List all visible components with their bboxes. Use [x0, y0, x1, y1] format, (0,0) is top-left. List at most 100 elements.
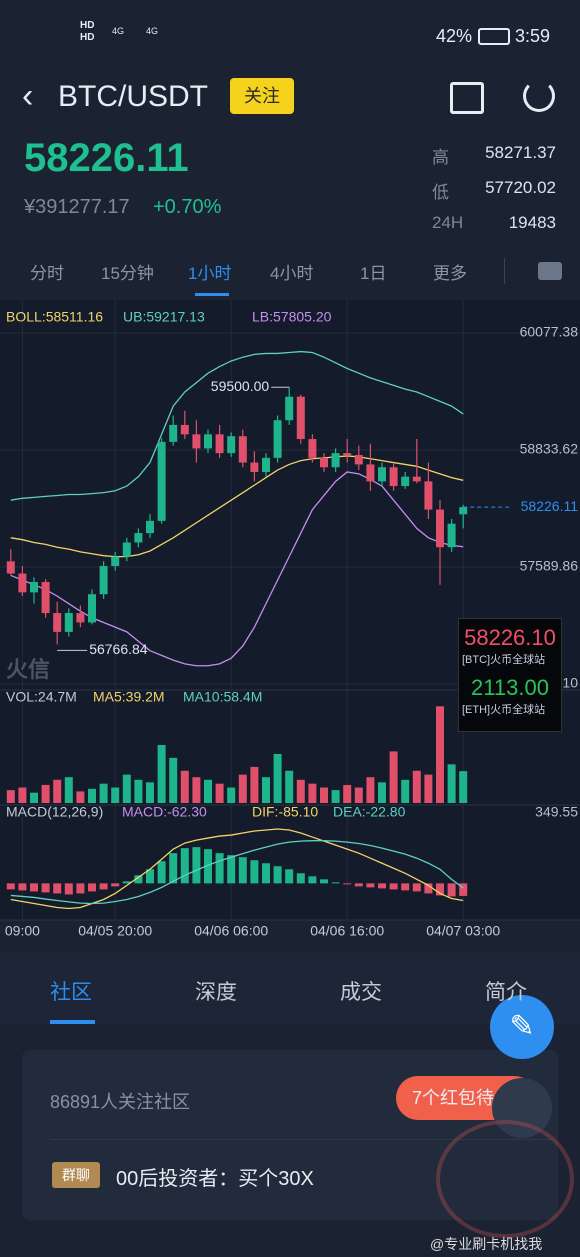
- macd-bar: [192, 847, 201, 884]
- macd-bar: [262, 863, 270, 884]
- candle-body: [354, 455, 363, 465]
- interval-tab[interactable]: 1小时: [188, 264, 232, 283]
- hd-icon: HD HD: [80, 20, 94, 44]
- macd-bar: [308, 876, 317, 884]
- section-tab[interactable]: 成交: [340, 981, 382, 1004]
- section-tab[interactable]: 深度: [195, 981, 237, 1004]
- battery-icon: [478, 28, 510, 45]
- boll-mid: [10, 455, 464, 558]
- macd-bar: [412, 883, 421, 892]
- section-tab[interactable]: 社区: [50, 981, 92, 1004]
- volume-bar: [354, 787, 363, 803]
- macd-bar: [354, 883, 363, 887]
- clock: 3:59: [515, 26, 551, 46]
- macd-bar: [180, 848, 189, 884]
- stat-value: 58271.37: [485, 143, 556, 162]
- macd-bar: [30, 883, 38, 892]
- divider: [504, 258, 505, 284]
- window-icon[interactable]: [450, 82, 484, 114]
- followers: 86891人关注社区: [50, 1092, 191, 1112]
- macd-bar: [401, 883, 410, 891]
- network: 4G: [146, 26, 159, 36]
- macd-bar: [238, 857, 247, 884]
- volume-bar: [18, 787, 27, 803]
- volume-bar: [204, 779, 212, 803]
- volume-bar: [378, 782, 386, 803]
- legend-text: LB:57805.20: [252, 309, 332, 325]
- refresh-icon[interactable]: [523, 80, 555, 112]
- candle-body: [122, 542, 131, 557]
- pair-title: BTC/USDT: [58, 80, 208, 113]
- legend-text: MACD(12,26,9): [6, 804, 103, 820]
- candle-body: [134, 533, 143, 543]
- interval-tab[interactable]: 4小时: [270, 264, 314, 283]
- candle-body: [366, 464, 375, 482]
- macd-bar: [424, 883, 433, 894]
- macd-bar: [273, 866, 282, 884]
- macd-bar: [436, 883, 444, 896]
- candle-body: [99, 566, 108, 595]
- volume-bar: [285, 770, 294, 803]
- settings-icon[interactable]: [538, 262, 562, 280]
- last-price-label: 58226.11: [521, 498, 579, 514]
- volume-bar: [308, 783, 317, 803]
- volume-bar: [320, 787, 328, 803]
- volume-bar: [459, 771, 468, 803]
- macd-bar: [18, 883, 27, 891]
- volume-bar: [30, 792, 38, 803]
- interval-tab[interactable]: 分时: [30, 264, 64, 283]
- candle-body: [6, 561, 15, 574]
- last-price: 58226.11: [24, 136, 189, 180]
- candle-body: [227, 436, 236, 454]
- volume-bar: [331, 790, 340, 803]
- volume-bar: [273, 754, 282, 803]
- stat-label: 高: [432, 148, 449, 167]
- candle-body: [192, 434, 201, 449]
- tab-underline: [50, 1020, 95, 1024]
- back-button[interactable]: ‹: [22, 77, 34, 115]
- follow-button[interactable]: 关注: [230, 78, 294, 114]
- candle-body: [262, 457, 270, 472]
- price-popup: 58226.10 [BTC]火币全球站 2113.00 [ETH]火币全球站: [458, 618, 562, 732]
- volume-bar: [99, 783, 108, 803]
- footer-watermark: @专业刷卡机找我: [430, 1236, 543, 1252]
- legend-text: BOLL:58511.16: [6, 309, 103, 325]
- x-tick-label: 04/06 16:00: [310, 923, 384, 939]
- candle-body: [320, 457, 328, 468]
- volume-bar: [169, 757, 178, 803]
- dea-line: [10, 840, 464, 905]
- candle-body: [436, 509, 444, 548]
- message: 00后投资者：买个30X: [116, 1168, 314, 1190]
- min-label: 56766.84: [89, 641, 148, 657]
- candle-body: [215, 434, 224, 454]
- candle-body: [250, 462, 259, 472]
- volume-bar: [343, 784, 352, 803]
- x-tick-label: 04/05 20:00: [78, 923, 152, 939]
- candle-body: [53, 613, 62, 632]
- macd-bar: [389, 883, 398, 890]
- interval-tab[interactable]: 1日: [360, 264, 387, 283]
- y-tick-label: 349.55: [535, 804, 578, 820]
- macd-bar: [459, 883, 468, 896]
- change: +0.70%: [153, 196, 222, 218]
- candle-body: [18, 573, 27, 593]
- interval-tab[interactable]: 更多: [433, 264, 467, 283]
- candle-body: [296, 396, 305, 440]
- candle-body: [331, 453, 340, 468]
- section-tab[interactable]: 简介: [485, 981, 527, 1004]
- network: 4G: [112, 26, 125, 36]
- y-tick-label: 60077.38: [520, 324, 579, 340]
- candle-body: [412, 476, 421, 482]
- stat-label: 低: [432, 183, 449, 202]
- volume-bar: [76, 791, 85, 803]
- volume-bar: [146, 782, 154, 803]
- macd-bar: [88, 883, 96, 892]
- cny-price: ¥391277.17: [24, 196, 130, 218]
- volume-bar: [122, 774, 131, 803]
- volume-bar: [424, 774, 433, 803]
- edit-button[interactable]: ✎: [490, 995, 554, 1059]
- boll-upper: [10, 350, 464, 501]
- interval-tab[interactable]: 15分钟: [101, 264, 154, 283]
- group-tag: 群聊: [52, 1162, 100, 1188]
- macd-bar: [146, 869, 154, 884]
